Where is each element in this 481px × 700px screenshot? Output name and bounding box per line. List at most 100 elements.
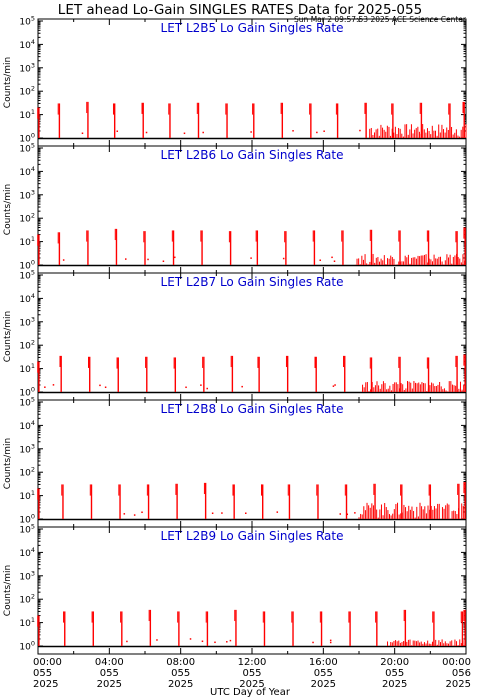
y-tick-label: 103 <box>19 61 35 74</box>
panel-frame <box>37 272 467 401</box>
panel-title: LET L2B7 Lo Gain Singles Rate <box>161 275 344 289</box>
data-point <box>333 260 336 262</box>
y-tick-label: 104 <box>19 38 35 51</box>
y-tick-label: 101 <box>19 616 35 629</box>
data-point <box>123 513 126 515</box>
data-point <box>44 386 46 388</box>
data-point <box>332 385 335 387</box>
x-axis-title: UTC Day of Year <box>210 687 291 698</box>
panel-frame <box>37 145 467 274</box>
x-tick-label-year: 2025 <box>168 679 193 690</box>
data-point <box>292 130 294 132</box>
data-point <box>329 641 332 644</box>
data-point <box>174 256 176 259</box>
data-point <box>339 513 342 515</box>
data-point <box>312 641 314 644</box>
data-point <box>329 639 332 642</box>
x-tick-label-time: 08:00 <box>166 657 195 668</box>
y-tick-label: 104 <box>19 292 35 305</box>
y-tick-label: 104 <box>19 165 35 178</box>
data-point <box>346 513 349 516</box>
data-point <box>147 258 149 261</box>
y-tick-label: 105 <box>19 269 35 282</box>
y-axis-title: Counts/min <box>3 184 13 235</box>
x-tick-label-year: 2025 <box>382 679 407 690</box>
data-point <box>226 641 228 643</box>
y-axis-title: Counts/min <box>3 57 13 108</box>
y-axis-title: Counts/min <box>3 311 13 362</box>
panel-1: LET L2B5 Lo Gain Singles Rate Counts/min 1… <box>3 15 467 147</box>
x-tick-label-year: 2025 <box>33 679 58 690</box>
data-point <box>52 384 55 386</box>
y-tick-label: 104 <box>19 419 35 432</box>
data-point <box>354 512 356 514</box>
x-tick-label-doy: 055 <box>385 668 404 679</box>
y-tick-label: 103 <box>19 442 35 455</box>
y-tick-label: 100 <box>19 259 35 272</box>
data-point <box>334 384 336 386</box>
y-tick-label: 102 <box>19 339 35 352</box>
panel-3: LET L2B7 Lo Gain Singles Rate Counts/min 1… <box>3 269 467 401</box>
y-tick-label: 102 <box>19 212 35 225</box>
y-axis-title: Counts/min <box>3 565 13 616</box>
panel-title: LET L2B8 Lo Gain Singles Rate <box>161 402 344 416</box>
x-tick-label-doy: 055 <box>242 668 261 679</box>
y-tick-label: 104 <box>19 546 35 559</box>
data-point <box>229 639 232 642</box>
x-tick-label-doy: 055 <box>314 668 333 679</box>
x-tick-label-time: 00:00 <box>442 657 471 668</box>
panel-title: LET L2B6 Lo Gain Singles Rate <box>161 148 344 162</box>
x-tick-label-doy: 055 <box>171 668 190 679</box>
panel-title: LET L2B9 Lo Gain Singles Rate <box>161 529 344 543</box>
panel-5: LET L2B9 Lo Gain Singles Rate Counts/min 1… <box>3 523 467 655</box>
x-tick-label-year: 2025 <box>446 679 471 690</box>
data-point <box>241 385 243 388</box>
y-tick-label: 103 <box>19 315 35 328</box>
panel-title: LET L2B5 Lo Gain Singles Rate <box>161 21 344 35</box>
data-point <box>126 640 128 643</box>
panel-stack: LET L2B5 Lo Gain Singles Rate Counts/min 1… <box>3 15 467 655</box>
data-point <box>156 639 158 641</box>
data-point <box>185 386 187 389</box>
data-point <box>145 131 148 134</box>
data-point <box>316 131 318 134</box>
y-tick-label: 105 <box>19 523 35 536</box>
data-point <box>125 258 127 260</box>
data-point <box>133 514 136 516</box>
y-tick-label: 102 <box>19 85 35 98</box>
x-axis-labels: 00:00055202504:00055202508:00055202512:0… <box>33 657 471 690</box>
y-tick-label: 101 <box>19 489 35 502</box>
x-tick-label-time: 04:00 <box>95 657 124 668</box>
data-point <box>250 257 252 259</box>
data-point <box>359 129 361 132</box>
panel-frame <box>37 526 467 655</box>
data-point <box>206 387 208 390</box>
data-point <box>104 386 107 389</box>
data-point <box>62 259 65 261</box>
x-tick-label-doy: 055 <box>33 668 52 679</box>
y-axis-title: Counts/min <box>3 438 13 489</box>
data-point <box>116 130 119 132</box>
panel-frame <box>37 18 467 147</box>
x-tick-label-time: 16:00 <box>309 657 338 668</box>
data-point <box>214 641 216 644</box>
y-tick-label: 103 <box>19 188 35 201</box>
data-point <box>319 259 321 261</box>
y-tick-label: 101 <box>19 362 35 375</box>
figure-title: LET ahead Lo-Gain SINGLES RATES Data for… <box>58 2 422 18</box>
y-tick-label: 102 <box>19 593 35 606</box>
y-tick-label: 102 <box>19 466 35 479</box>
x-tick-label-year: 2025 <box>97 679 122 690</box>
data-point <box>211 512 214 515</box>
data-point <box>331 256 333 259</box>
data-point <box>81 132 84 135</box>
x-tick-label-doy: 056 <box>452 668 471 679</box>
data-point <box>323 130 325 132</box>
data-point <box>282 257 285 260</box>
x-tick-label-time: 20:00 <box>380 657 409 668</box>
x-tick-label-time: 00:00 <box>33 657 62 668</box>
x-tick-label-time: 12:00 <box>238 657 267 668</box>
data-point <box>183 132 186 135</box>
data-point <box>189 638 192 640</box>
